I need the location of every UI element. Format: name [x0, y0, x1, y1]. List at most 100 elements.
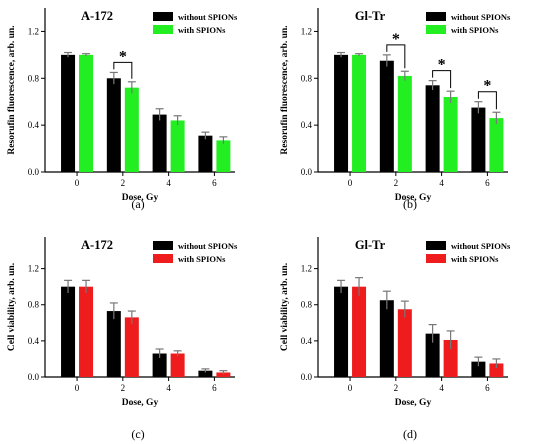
- panel-caption: (a): [131, 197, 144, 211]
- bar: [425, 333, 440, 377]
- bar: [61, 286, 76, 377]
- chart-panel-4: 0.0 0.4 0.8 1.2 0 2 4 6 Gl-Tr without SPIONs with …: [280, 237, 511, 441]
- y-tick-label: 0.4: [301, 336, 313, 346]
- y-tick-label: 1.2: [301, 26, 312, 36]
- y-tick-label: 0.0: [28, 167, 40, 177]
- y-axis-title: Cell viability, arb. un.: [7, 263, 17, 351]
- bar: [170, 353, 185, 377]
- x-tick-label: 0: [348, 178, 353, 188]
- bar: [198, 135, 213, 172]
- bar: [334, 286, 349, 377]
- x-tick-label: 6: [485, 178, 490, 188]
- x-axis-title: Dose, Gy: [395, 193, 432, 203]
- panel-caption: (b): [403, 197, 417, 211]
- x-tick-label: 4: [439, 383, 444, 393]
- panel-caption: (d): [403, 427, 417, 441]
- legend-swatch: [426, 241, 446, 250]
- x-tick-label: 2: [394, 178, 399, 188]
- bar: [61, 54, 76, 172]
- x-tick-label: 0: [348, 383, 353, 393]
- y-tick-label: 1.2: [28, 264, 39, 274]
- legend-label: without SPIONs: [178, 12, 238, 22]
- legend-label: with SPIONs: [451, 254, 499, 264]
- x-tick-label: 6: [212, 178, 217, 188]
- bar: [79, 286, 94, 377]
- bar: [425, 85, 440, 172]
- y-tick-label: 0.0: [301, 372, 313, 382]
- legend-swatch: [153, 25, 173, 34]
- y-tick-label: 1.2: [28, 26, 39, 36]
- bar: [106, 78, 121, 172]
- legend-swatch: [426, 12, 446, 21]
- legend-label: without SPIONs: [451, 12, 511, 22]
- x-tick-label: 4: [166, 178, 171, 188]
- legend-label: with SPIONs: [178, 254, 226, 264]
- y-tick-label: 0.0: [28, 372, 40, 382]
- legend-swatch: [426, 254, 446, 263]
- bar: [152, 353, 167, 377]
- significance-star: *: [119, 48, 127, 65]
- bar: [489, 118, 504, 172]
- x-axis-title: Dose, Gy: [122, 193, 159, 203]
- bar: [152, 114, 167, 172]
- bar: [471, 107, 486, 172]
- panel-title: A-172: [81, 238, 113, 252]
- significance-bracket: [113, 61, 133, 79]
- y-tick-label: 0.4: [28, 336, 40, 346]
- bar: [352, 286, 367, 377]
- y-tick-label: 1.2: [301, 264, 312, 274]
- significance-bracket: [477, 91, 497, 110]
- significance-star: *: [438, 57, 446, 74]
- x-tick-label: 0: [75, 178, 80, 188]
- bar: [379, 60, 394, 172]
- bar: [352, 54, 367, 172]
- bar: [198, 370, 213, 377]
- legend-swatch: [153, 241, 173, 250]
- chart-panel-3: 0.0 0.4 0.8 1.2 0 2 4 6 A-172 without SPIONs with …: [7, 237, 238, 441]
- y-tick-label: 0.0: [301, 167, 313, 177]
- legend-label: with SPIONs: [451, 25, 499, 35]
- bar: [397, 75, 412, 172]
- y-axis-title: Resorufin fluorescence, arb. un.: [280, 25, 290, 154]
- chart-panel-2: 0.0 0.4 0.8 1.2 0 2 4 6 * * * Gl-Tr without SPIONs wi…: [280, 8, 511, 211]
- significance-bracket: [432, 70, 452, 89]
- significance-star: *: [483, 78, 491, 95]
- y-axis-title: Cell viability, arb. un.: [280, 263, 290, 351]
- x-axis-title: Dose, Gy: [122, 398, 159, 408]
- legend-swatch: [426, 25, 446, 34]
- bar: [489, 363, 504, 377]
- legend-swatch: [153, 12, 173, 21]
- bar: [79, 54, 94, 172]
- chart-panel-1: 0.0 0.4 0.8 1.2 0 2 4 6 * A-172 without SPIONs with…: [7, 8, 238, 211]
- y-axis-title: Resorufin fluorescence, arb. un.: [7, 25, 17, 154]
- x-axis-title: Dose, Gy: [395, 398, 432, 408]
- legend-label: with SPIONs: [178, 25, 226, 35]
- x-tick-label: 2: [394, 383, 399, 393]
- legend-label: without SPIONs: [178, 241, 238, 251]
- x-tick-label: 6: [485, 383, 490, 393]
- bar: [443, 339, 458, 377]
- bar: [471, 361, 486, 377]
- x-tick-label: 0: [75, 383, 80, 393]
- panel-title: A-172: [81, 9, 113, 23]
- bar: [379, 300, 394, 377]
- bar: [216, 140, 231, 172]
- y-tick-label: 0.8: [28, 73, 40, 83]
- bar: [106, 311, 121, 377]
- bar: [170, 120, 185, 172]
- y-tick-label: 0.8: [28, 300, 40, 310]
- significance-bracket: [386, 44, 406, 69]
- y-tick-label: 0.4: [28, 120, 40, 130]
- panel-title: Gl-Tr: [355, 238, 386, 252]
- significance-star: *: [392, 31, 400, 48]
- x-tick-label: 4: [166, 383, 171, 393]
- bar: [124, 317, 139, 377]
- bar: [216, 372, 231, 377]
- x-tick-label: 2: [121, 383, 126, 393]
- legend-swatch: [153, 254, 173, 263]
- y-tick-label: 0.8: [301, 300, 313, 310]
- bar: [397, 309, 412, 377]
- panel-caption: (c): [131, 427, 144, 441]
- y-tick-label: 0.8: [301, 73, 313, 83]
